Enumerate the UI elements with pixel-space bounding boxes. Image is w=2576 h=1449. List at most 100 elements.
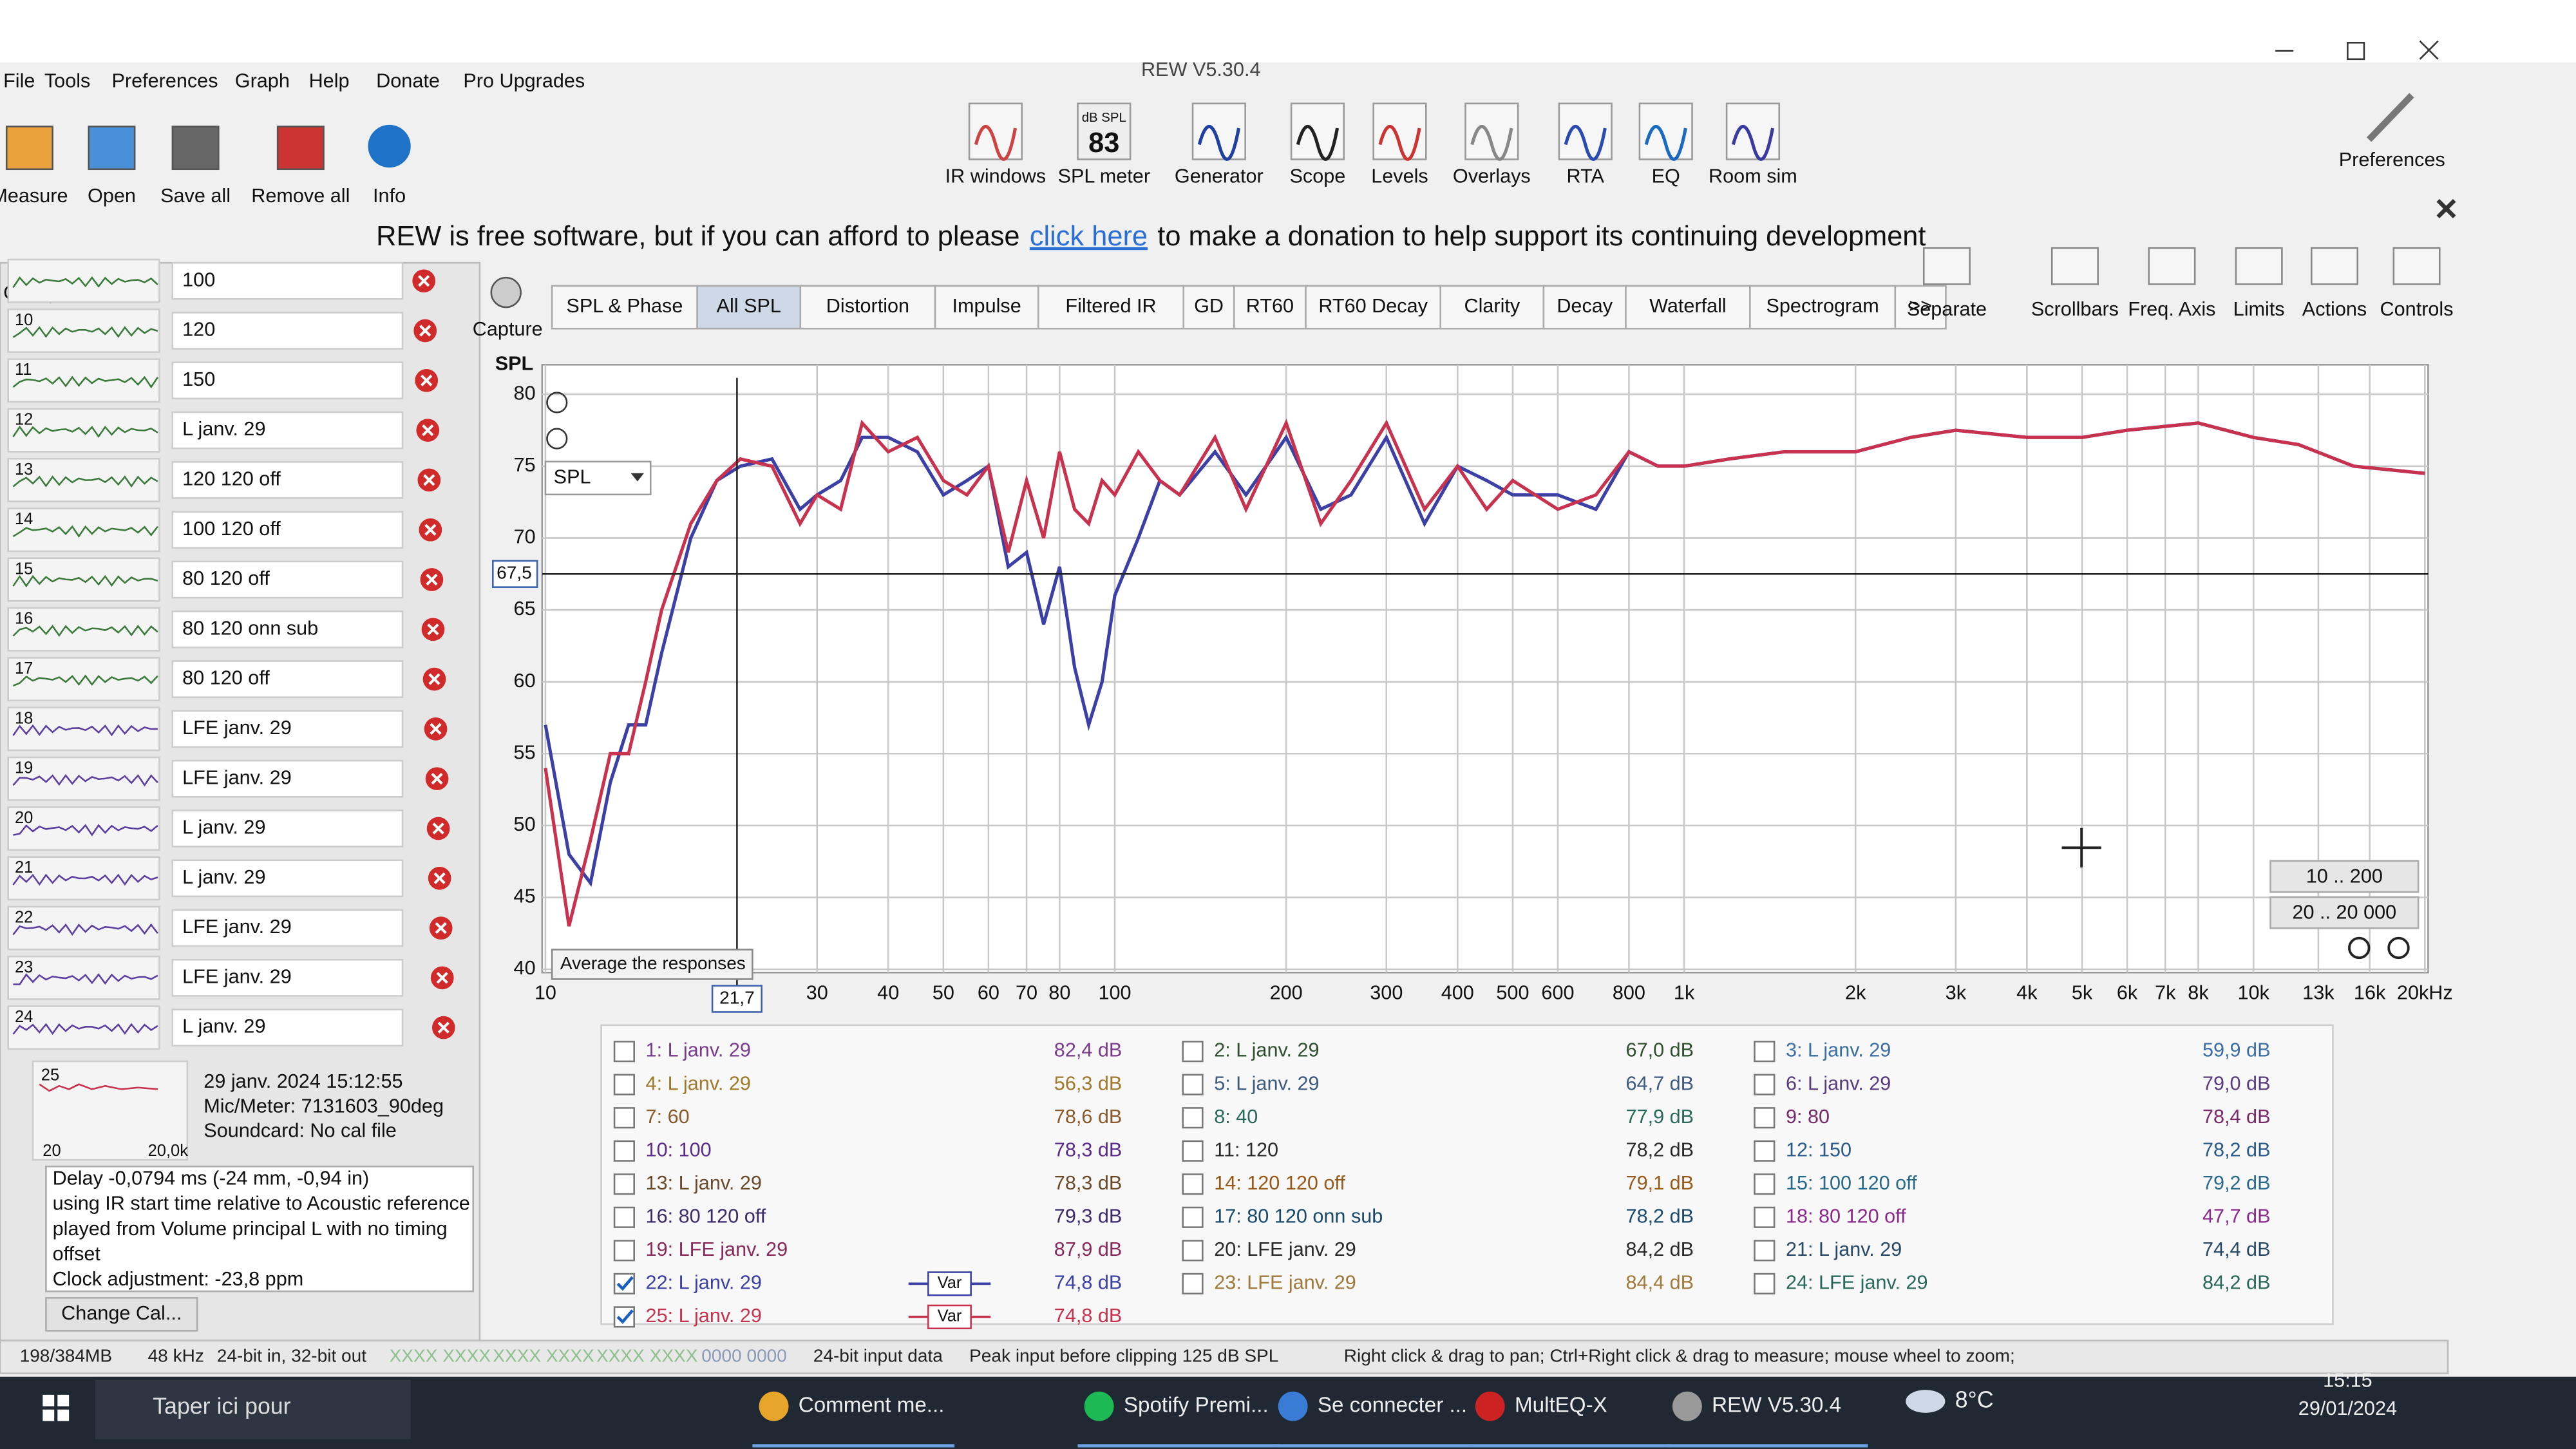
- measurement-name[interactable]: LFE janv. 29: [182, 916, 292, 938]
- name-box[interactable]: [171, 909, 404, 947]
- tab[interactable]: [1305, 285, 1442, 330]
- thumbnail[interactable]: [7, 408, 160, 453]
- badge[interactable]: [927, 1271, 972, 1296]
- window-controls[interactable]: [2275, 40, 2439, 61]
- badge[interactable]: [927, 1304, 972, 1330]
- tab-label[interactable]: Decay: [1557, 295, 1613, 317]
- toolbar-label[interactable]: Save all: [160, 185, 231, 207]
- checkbox[interactable]: [1182, 1107, 1204, 1129]
- measurement-name[interactable]: 100: [182, 269, 215, 290]
- checkbox[interactable]: [1754, 1107, 1776, 1129]
- name-box[interactable]: [171, 610, 404, 649]
- toolbar-label[interactable]: RTA: [1567, 166, 1605, 187]
- measurement-name[interactable]: LFE janv. 29: [182, 717, 292, 739]
- app-label[interactable]: Comment me...: [799, 1393, 945, 1417]
- measurement-name[interactable]: LFE janv. 29: [182, 965, 292, 987]
- measurement-name[interactable]: L janv. 29: [182, 817, 265, 838]
- selector-label[interactable]: SPL: [554, 466, 591, 488]
- toolbar-label[interactable]: Scope: [1290, 166, 1346, 187]
- legend-label[interactable]: 6: L janv. 29: [1786, 1072, 1891, 1094]
- zoom-in[interactable]: [546, 392, 568, 413]
- tab[interactable]: [1749, 285, 1897, 330]
- app-icon[interactable]: [1475, 1391, 1505, 1421]
- menu-item[interactable]: Pro Upgrades: [463, 70, 585, 92]
- checkbox[interactable]: [613, 1041, 635, 1063]
- capture-icon[interactable]: [490, 276, 522, 308]
- tool-icon[interactable]: [2050, 247, 2099, 285]
- app-icon[interactable]: [1278, 1391, 1308, 1421]
- measurement-name[interactable]: L janv. 29: [182, 1016, 265, 1037]
- checkbox[interactable]: [1182, 1273, 1204, 1294]
- checkbox[interactable]: [1182, 1173, 1204, 1195]
- start-button[interactable]: [43, 1394, 70, 1421]
- measurement-name[interactable]: 120 120 off: [182, 468, 281, 490]
- checkbox[interactable]: [613, 1107, 635, 1129]
- name-box[interactable]: [171, 560, 404, 599]
- tab-label[interactable]: RT60: [1246, 295, 1294, 317]
- tool-label[interactable]: Scrollbars: [2031, 298, 2119, 320]
- name-box[interactable]: [171, 461, 404, 499]
- checkbox[interactable]: [613, 1074, 635, 1095]
- selector[interactable]: [544, 460, 652, 496]
- tool-label[interactable]: Separate: [1907, 298, 1987, 320]
- legend-label[interactable]: 1: L janv. 29: [646, 1039, 751, 1061]
- checkbox[interactable]: [1754, 1273, 1776, 1294]
- checkbox[interactable]: [1754, 1074, 1776, 1095]
- badge-label[interactable]: Var: [938, 1307, 962, 1325]
- legend-label[interactable]: 15: 100 120 off: [1786, 1172, 1917, 1194]
- name-box[interactable]: [171, 1009, 404, 1046]
- checkbox[interactable]: [613, 1173, 635, 1195]
- name-box[interactable]: [171, 710, 404, 748]
- legend-label[interactable]: 7: 60: [646, 1106, 690, 1128]
- button-label[interactable]: Change Cal...: [61, 1302, 182, 1324]
- legend-label[interactable]: 17: 80 120 onn sub: [1214, 1205, 1383, 1227]
- zoom-out[interactable]: [546, 428, 568, 450]
- tool-label[interactable]: Limits: [2233, 298, 2285, 320]
- measurement-name[interactable]: 80 120 onn sub: [182, 617, 318, 639]
- thumbnail[interactable]: [7, 308, 160, 353]
- legend-label[interactable]: 9: 80: [1786, 1106, 1830, 1128]
- legend-label[interactable]: 19: LFE janv. 29: [646, 1238, 788, 1260]
- range-button[interactable]: [2269, 860, 2420, 893]
- measurement-name[interactable]: 100 120 off: [182, 518, 281, 540]
- checkbox[interactable]: [1754, 1041, 1776, 1063]
- menu-item[interactable]: Donate: [376, 70, 440, 92]
- tool-icon[interactable]: [2392, 247, 2441, 285]
- app-label[interactable]: Se connecter ...: [1318, 1393, 1467, 1417]
- range-button[interactable]: [2269, 896, 2420, 929]
- capture-label[interactable]: Capture: [473, 318, 543, 340]
- checkbox[interactable]: [1182, 1041, 1204, 1063]
- checkbox[interactable]: [1754, 1240, 1776, 1262]
- legend-label[interactable]: 4: L janv. 29: [646, 1072, 751, 1094]
- tab-label[interactable]: SPL & Phase: [566, 295, 683, 317]
- checkbox[interactable]: [1754, 1140, 1776, 1162]
- name-box[interactable]: [171, 312, 404, 350]
- toolbar-label[interactable]: Levels: [1371, 166, 1428, 187]
- name-box[interactable]: [171, 261, 404, 300]
- tab-label[interactable]: >>: [1909, 295, 1932, 317]
- name-box[interactable]: [171, 411, 404, 450]
- legend-label[interactable]: 12: 150: [1786, 1139, 1852, 1160]
- menu-item[interactable]: Preferences: [111, 70, 218, 92]
- tool-label[interactable]: Controls: [2380, 298, 2454, 320]
- tab[interactable]: [799, 285, 936, 330]
- zoom-in[interactable]: [2387, 936, 2410, 960]
- checkbox[interactable]: [1182, 1074, 1204, 1095]
- app-icon[interactable]: [1084, 1391, 1114, 1421]
- tab[interactable]: [1894, 285, 1947, 330]
- toolbar-label[interactable]: IR windows: [945, 166, 1046, 187]
- tab[interactable]: [1439, 285, 1545, 330]
- legend-label[interactable]: 2: L janv. 29: [1214, 1039, 1319, 1061]
- measurement-name[interactable]: 120: [182, 319, 215, 341]
- search-text[interactable]: Taper ici pour: [153, 1394, 290, 1419]
- app-icon[interactable]: [759, 1391, 789, 1421]
- checkbox[interactable]: [613, 1140, 635, 1162]
- tab-label[interactable]: Distortion: [826, 295, 909, 317]
- tool-icon[interactable]: [2235, 247, 2283, 285]
- tab-label[interactable]: Impulse: [952, 295, 1021, 317]
- checkbox[interactable]: [1182, 1140, 1204, 1162]
- legend-label[interactable]: 18: 80 120 off: [1786, 1205, 1906, 1227]
- name-box[interactable]: [171, 810, 404, 848]
- legend-label[interactable]: 14: 120 120 off: [1214, 1172, 1345, 1194]
- legend-label[interactable]: 3: L janv. 29: [1786, 1039, 1891, 1061]
